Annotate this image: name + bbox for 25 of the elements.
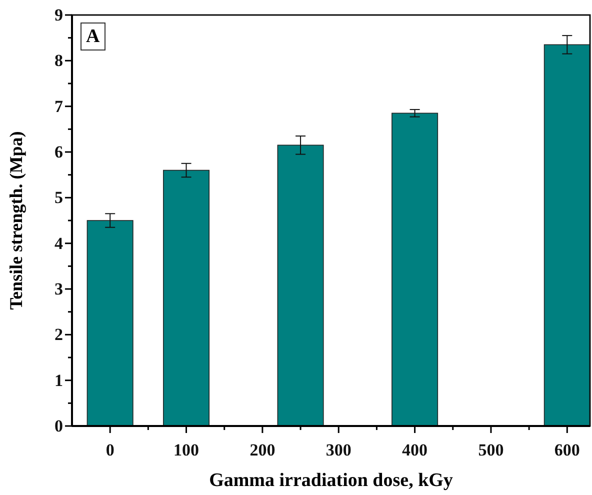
x-tick-label: 200	[250, 440, 276, 460]
bar	[277, 144, 324, 426]
y-axis-title: Tensile strength. (Mpa)	[6, 131, 26, 310]
x-axis-title: Gamma irradiation dose, kGy	[209, 470, 454, 491]
y-tick-label: 4	[54, 234, 64, 253]
bar	[86, 220, 134, 426]
x-tick-label: 0	[106, 440, 114, 460]
x-tick-label: 300	[326, 440, 352, 460]
y-tick-label: 8	[54, 51, 63, 70]
bar	[392, 112, 438, 426]
y-tick-label: 7	[54, 96, 64, 116]
x-tick-label: 100	[174, 440, 200, 460]
x-tick-label: 600	[554, 440, 580, 460]
y-tick-label: 9	[54, 5, 63, 24]
bar	[544, 44, 590, 426]
annotation: A	[86, 26, 100, 47]
y-tick-label: 0	[54, 416, 63, 436]
y-tick-label: 2	[54, 325, 63, 344]
y-tick-label: 3	[54, 279, 63, 298]
x-tick-label: 500	[478, 440, 504, 460]
x-tick-label: 400	[402, 440, 428, 460]
y-tick-label: 5	[54, 188, 63, 208]
bar	[163, 170, 210, 426]
y-tick-label: 6	[54, 142, 63, 162]
y-tick-label: 1	[54, 370, 63, 390]
